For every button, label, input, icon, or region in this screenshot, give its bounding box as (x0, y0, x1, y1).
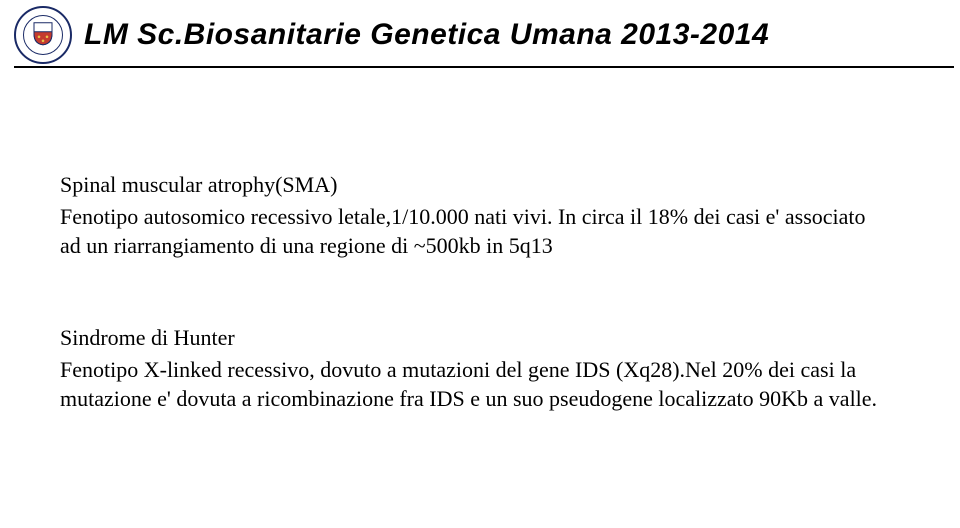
section-hunter: Sindrome di Hunter Fenotipo X-linked rec… (60, 323, 890, 414)
section-title: Spinal muscular atrophy(SMA) (60, 170, 890, 200)
slide-content: Spinal muscular atrophy(SMA) Fenotipo au… (60, 170, 890, 476)
university-seal-icon (14, 6, 72, 64)
section-body: Fenotipo autosomico recessivo letale,1/1… (60, 202, 890, 261)
course-title: LM Sc.Biosanitarie Genetica Umana 2013-2… (84, 18, 769, 52)
shield-icon (33, 22, 53, 46)
slide-header: LM Sc.Biosanitarie Genetica Umana 2013-2… (14, 4, 954, 68)
section-sma: Spinal muscular atrophy(SMA) Fenotipo au… (60, 170, 890, 261)
section-body: Fenotipo X-linked recessivo, dovuto a mu… (60, 355, 890, 414)
section-title: Sindrome di Hunter (60, 323, 890, 353)
page: LM Sc.Biosanitarie Genetica Umana 2013-2… (0, 0, 960, 528)
